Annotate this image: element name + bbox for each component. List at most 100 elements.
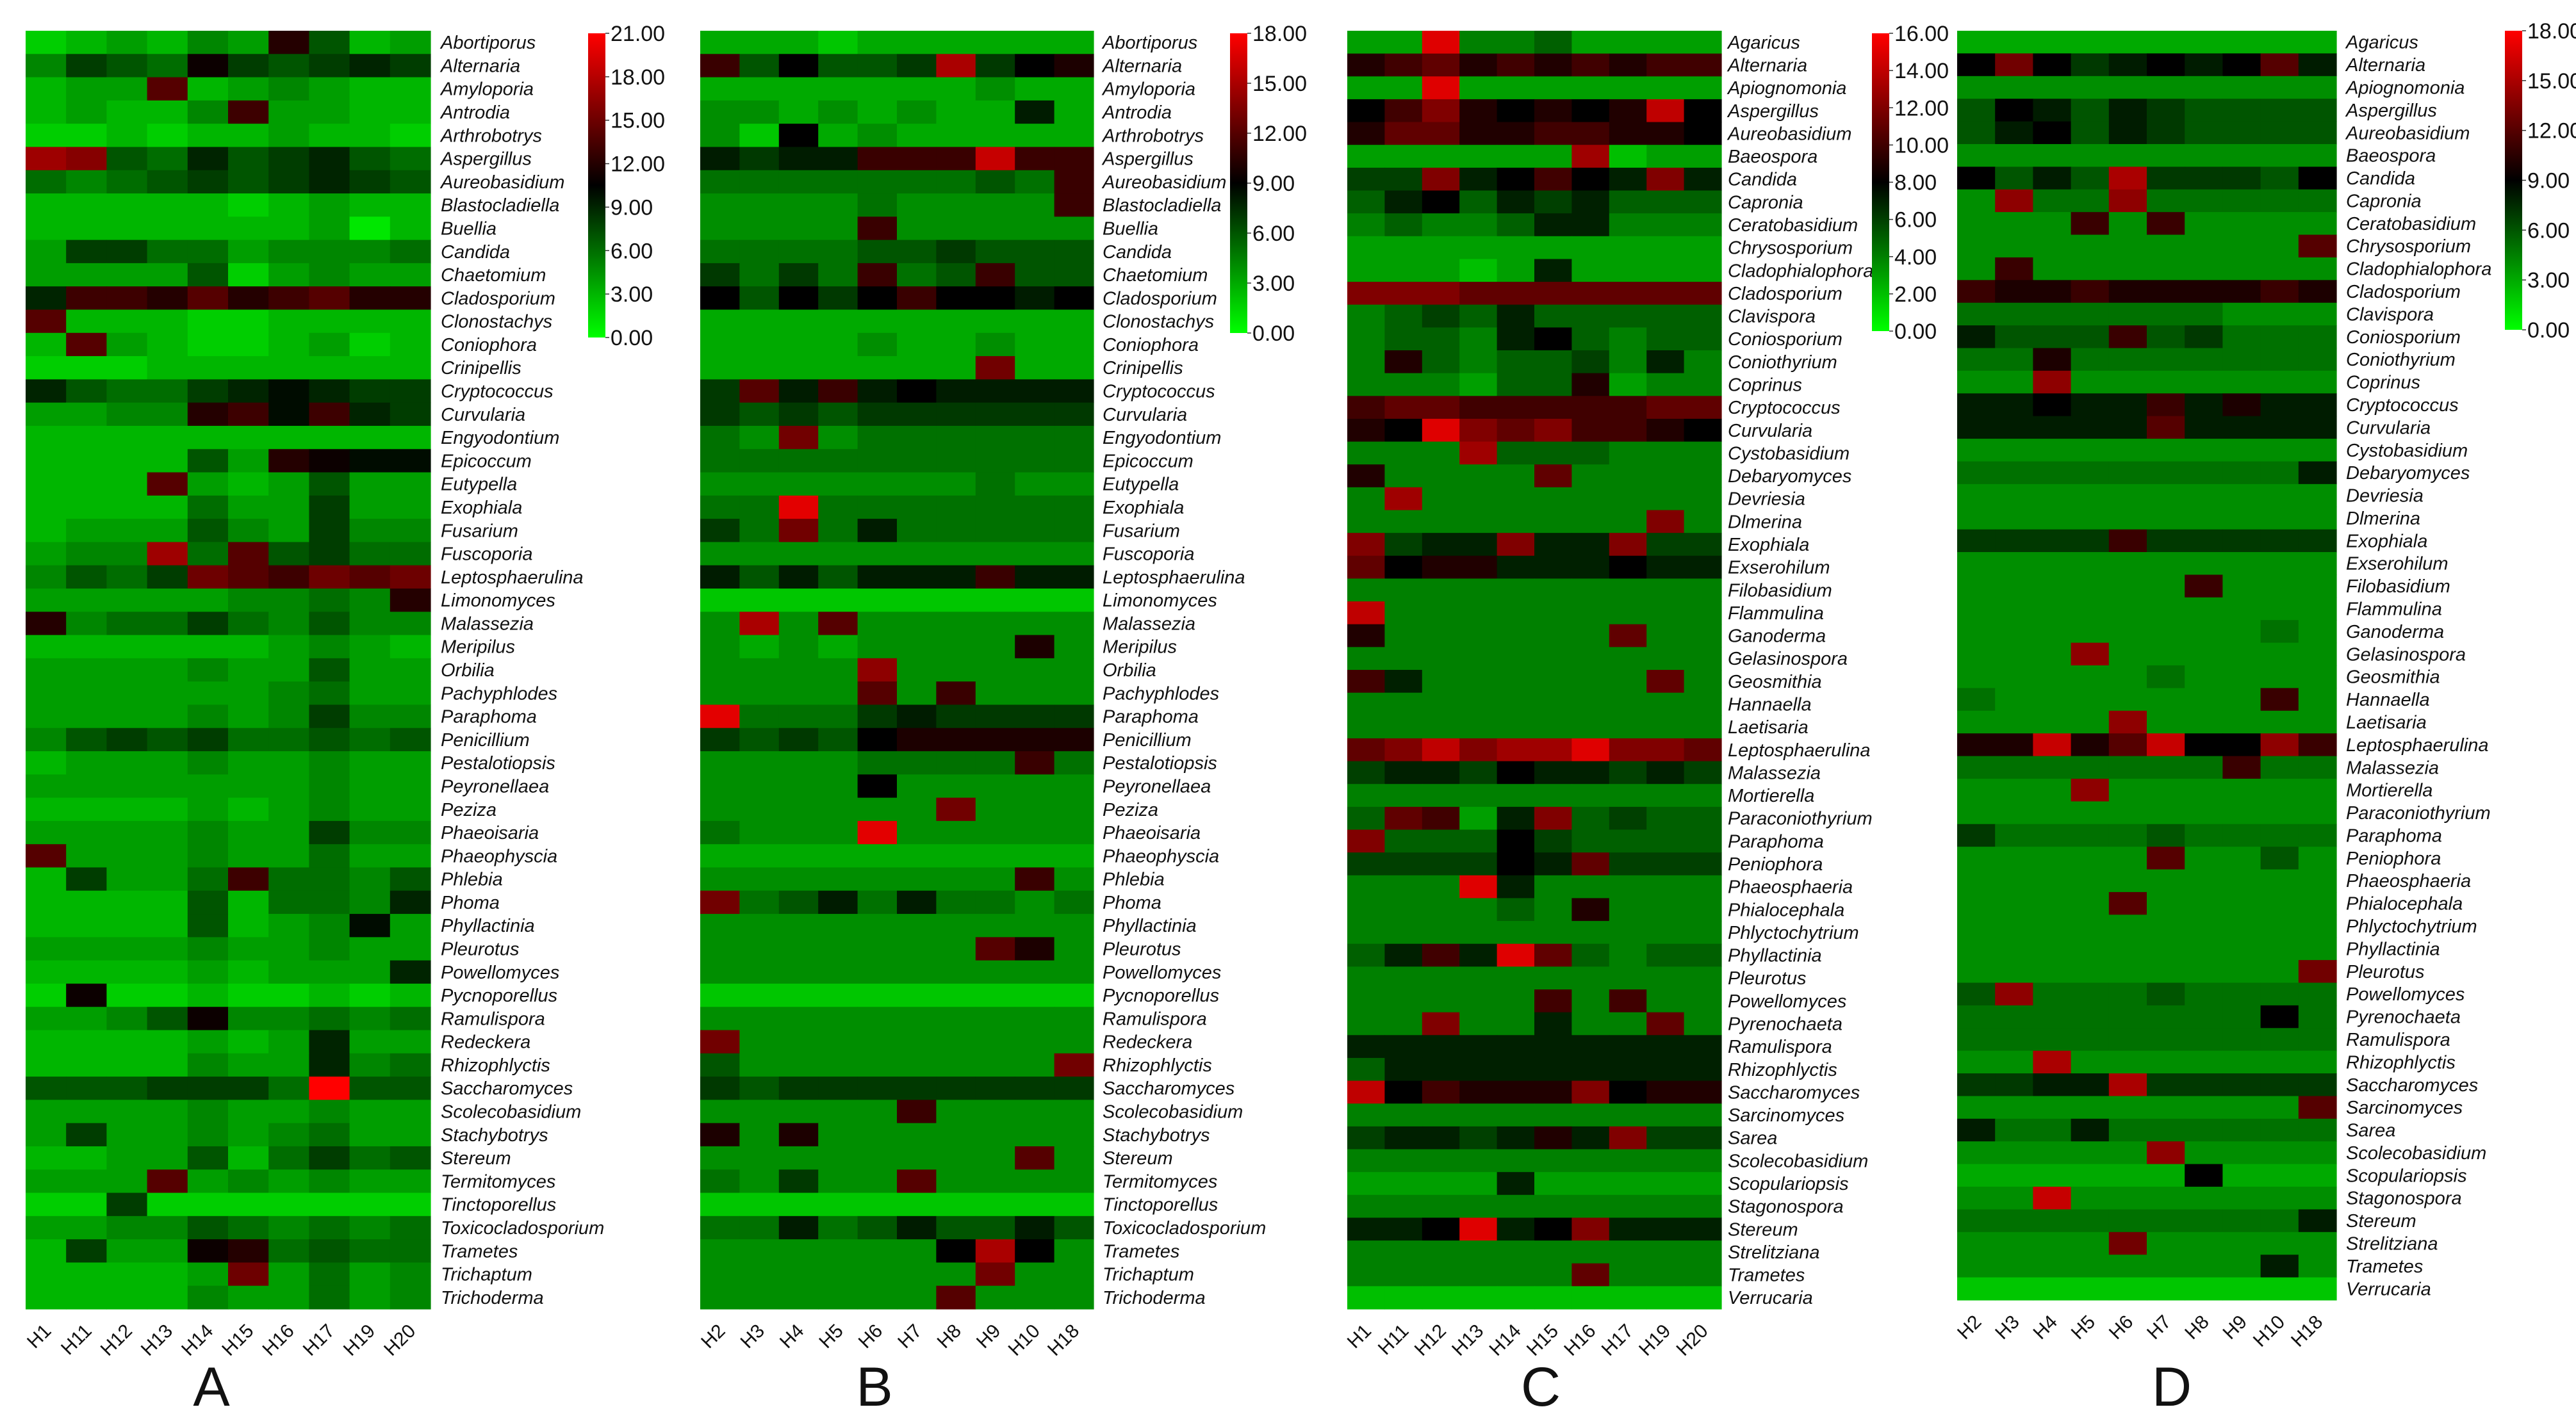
heatmap-cell [1534,282,1572,305]
heatmap-cell [1609,1057,1647,1082]
heatmap-cell [26,937,67,961]
heatmap-cell [818,495,858,519]
heatmap-cell [1684,396,1722,419]
heatmap-cell [268,728,309,752]
heatmap-cell [1609,396,1647,419]
heatmap-cell [936,193,976,217]
row-label-aureobasidium: Aureobasidium [1101,172,1226,193]
heatmap-cell [1422,167,1460,191]
heatmap-cell [975,124,1015,148]
heatmap-cell [147,193,188,217]
legend-tick-label: 6.00 [2527,218,2570,243]
heatmap-cell [778,1123,819,1147]
heatmap-cell [857,379,898,403]
heatmap-cell [975,542,1015,566]
heatmap-cell [2071,143,2110,167]
heatmap-cell [106,124,148,148]
heatmap-cell [1609,943,1647,967]
heatmap-cell [147,472,188,496]
heatmap-cell [1957,642,1996,666]
heatmap-cell [2222,484,2261,507]
heatmap-cell [26,332,67,357]
heatmap-cell [390,1262,431,1287]
heatmap-panel-b: AbortiporusAlternariaAmyloporiaAntrodiaA… [697,22,1307,1418]
heatmap-cell [1422,487,1460,511]
heatmap-cell [2033,31,2072,54]
heatmap-cell [1646,76,1685,100]
row-label-phaeosphaeria: Phaeosphaeria [1728,877,1853,898]
heatmap-cell [700,147,740,171]
heatmap-cell [268,914,309,938]
heatmap-cell [1384,396,1423,419]
heatmap-cell [1054,495,1094,519]
heatmap-cell [818,588,858,612]
heatmap-cell [106,1216,148,1240]
heatmap-cell [228,1216,269,1240]
row-label-pestalotiopsis: Pestalotiopsis [1103,753,1217,774]
heatmap-cell [1347,1057,1385,1082]
heatmap-cell [106,472,148,496]
heatmap-cell [1646,1217,1685,1241]
heatmap-cell [2185,665,2223,688]
heatmap-cell [897,867,937,891]
heatmap-cell [1459,1080,1498,1104]
heatmap-cell [106,774,148,799]
heatmap-cell [778,565,819,589]
heatmap-cell [1609,373,1647,396]
heatmap-cell [2222,801,2261,825]
heatmap-cell [147,1123,188,1147]
heatmap-cell [2260,1028,2299,1052]
heatmap-cell [228,286,269,311]
heatmap-cell [975,495,1015,519]
row-label-termitomyces: Termitomyces [441,1171,555,1192]
row-label-ganoderma: Ganoderma [1728,626,1826,647]
heatmap-cell [2071,439,2110,462]
heatmap-cell [1534,966,1572,990]
heatmap-cell [700,472,740,496]
heatmap-cell [936,960,976,984]
heatmap-cell [1384,327,1423,351]
heatmap-cell [2108,756,2147,779]
heatmap-cell [1384,259,1423,282]
heatmap-cell [309,565,350,589]
heatmap-cell [700,658,740,682]
column-label-h4: H4 [2029,1312,2061,1344]
heatmap-cell [739,612,780,636]
heatmap-cell [349,31,391,54]
heatmap-cell [1609,829,1647,853]
row-label-rhizophlyctis: Rhizophlyctis [1103,1055,1212,1076]
heatmap-cell [2033,1255,2072,1278]
heatmap-cell [1646,145,1685,168]
heatmap-cell [2260,53,2299,77]
heatmap-cell [1384,624,1423,647]
heatmap-cell [2222,257,2261,281]
heatmap-cell [268,495,309,519]
row-label-sarea: Sarea [2346,1121,2395,1141]
heatmap-cell [1609,578,1647,602]
heatmap-cell [1957,620,1996,644]
heatmap-cell [1646,190,1685,214]
row-label-malassezia: Malassezia [1103,614,1195,634]
row-label-peniophora: Peniophora [2346,849,2441,869]
heatmap-cell [349,612,391,636]
row-label-stachybotrys: Stachybotrys [1103,1125,1210,1146]
heatmap-cell [1015,1216,1055,1240]
heatmap-cell [1459,806,1498,831]
heatmap-cell [390,425,431,450]
row-label-redeckera: Redeckera [1103,1032,1192,1053]
heatmap-cell [1459,898,1498,922]
heatmap-cell [1422,555,1460,580]
heatmap-cell [390,449,431,473]
heatmap-cell [2298,1096,2337,1119]
heatmap-cell [1534,99,1572,123]
heatmap-cell [857,635,898,659]
heatmap-cell [936,983,976,1007]
heatmap-cell [1957,484,1996,507]
heatmap-cell [1054,1100,1094,1124]
heatmap-cell [778,890,819,915]
heatmap-cell [897,542,937,566]
row-label-scolecobasidium: Scolecobasidium [441,1102,581,1123]
heatmap-cell [309,983,350,1007]
heatmap-cell [1384,921,1423,945]
heatmap-cell [1015,495,1055,519]
